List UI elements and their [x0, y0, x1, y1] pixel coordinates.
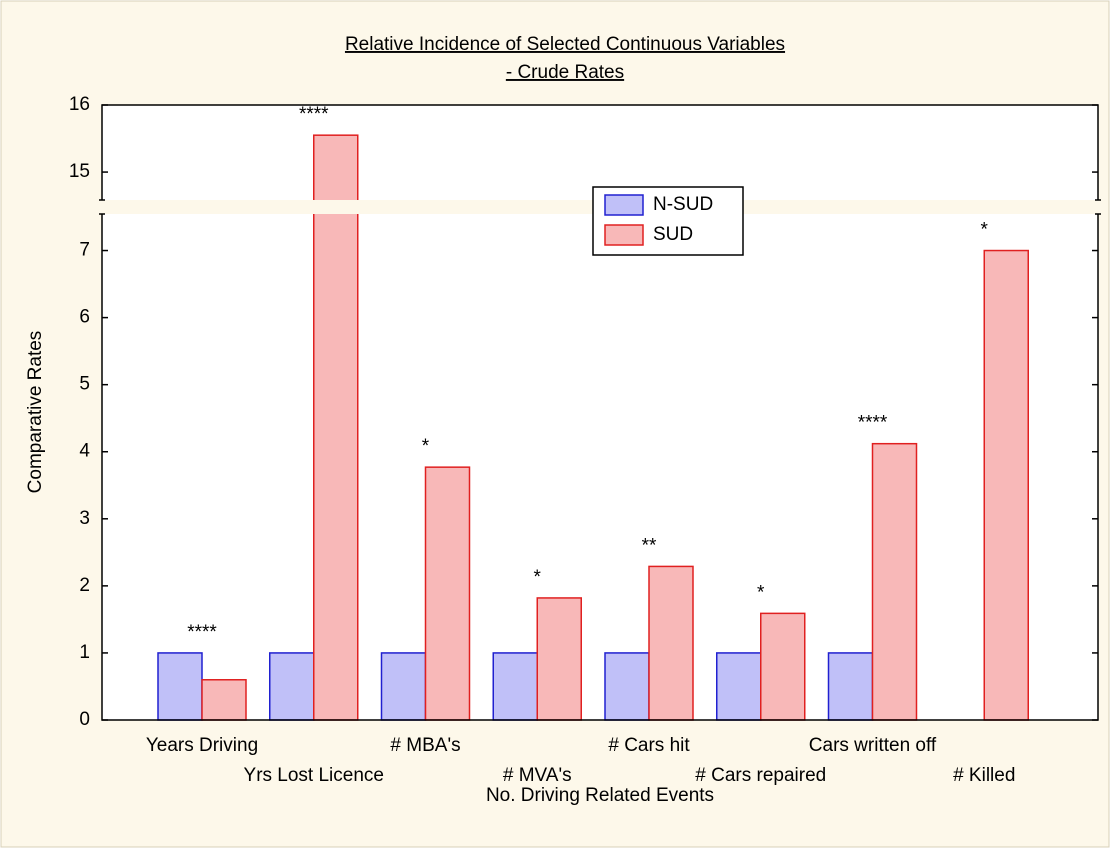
- y-tick-label: 6: [79, 307, 90, 328]
- chart-title: Relative Incidence of Selected Continuou…: [345, 34, 785, 55]
- bar: [424, 466, 471, 721]
- significance-label: ****: [858, 413, 888, 434]
- plot-frame: [101, 104, 1099, 721]
- legend-label: N-SUD: [653, 194, 713, 215]
- y-tick-label: 4: [79, 441, 90, 462]
- bar: [313, 134, 359, 721]
- y-tick-label: 5: [79, 374, 90, 395]
- y-tick-label: 1: [79, 642, 90, 663]
- bar: [760, 612, 806, 721]
- significance-label: *: [757, 582, 765, 603]
- y-tick-label: 0: [79, 709, 90, 730]
- x-tick-label: # MVA's: [503, 765, 572, 786]
- bar: [492, 652, 538, 721]
- significance-label: **: [642, 535, 657, 556]
- x-tick-label: # Cars repaired: [695, 765, 826, 786]
- y-tick-label: 2: [79, 575, 90, 596]
- legend-swatch: [604, 194, 644, 216]
- y-tick-label: 15: [69, 161, 90, 182]
- significance-label: ****: [299, 104, 329, 125]
- bar: [648, 565, 694, 721]
- bar: [604, 652, 650, 721]
- significance-label: *: [534, 567, 542, 588]
- significance-label: *: [981, 220, 989, 241]
- y-tick-label: 7: [79, 240, 90, 261]
- x-axis-label: No. Driving Related Events: [486, 785, 714, 806]
- bar: [380, 652, 427, 721]
- x-tick-label: Cars written off: [809, 735, 937, 756]
- significance-label: *: [422, 436, 430, 457]
- bar: [716, 652, 762, 721]
- legend-label: SUD: [653, 224, 693, 245]
- y-tick-label: 16: [69, 94, 90, 115]
- x-tick-label: # Killed: [953, 765, 1015, 786]
- bar: [201, 679, 247, 721]
- x-tick-label: # MBA's: [390, 735, 460, 756]
- chart-subtitle: - Crude Rates: [506, 62, 624, 83]
- significance-label: ****: [187, 622, 217, 643]
- bar: [871, 442, 918, 721]
- bar: [983, 249, 1029, 721]
- y-axis-label: Comparative Rates: [25, 331, 46, 494]
- bar: [269, 652, 315, 721]
- x-tick-label: # Cars hit: [608, 735, 690, 756]
- x-tick-label: Years Driving: [146, 735, 258, 756]
- bar: [157, 652, 203, 721]
- legend-swatch: [604, 224, 644, 246]
- bar: [827, 652, 874, 721]
- bar: [536, 597, 582, 721]
- y-tick-label: 3: [79, 508, 90, 529]
- x-tick-label: Yrs Lost Licence: [244, 765, 384, 786]
